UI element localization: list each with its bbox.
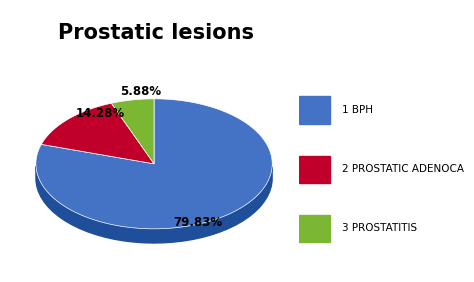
- Polygon shape: [36, 99, 272, 229]
- Text: 3 PROSTATITIS: 3 PROSTATITIS: [342, 223, 418, 233]
- Text: 5.88%: 5.88%: [120, 85, 161, 98]
- FancyBboxPatch shape: [299, 96, 330, 124]
- Polygon shape: [41, 103, 154, 164]
- Text: 14.28%: 14.28%: [76, 107, 125, 120]
- Text: 1 BPH: 1 BPH: [342, 105, 374, 115]
- Polygon shape: [36, 166, 272, 243]
- FancyBboxPatch shape: [299, 215, 330, 242]
- Polygon shape: [111, 99, 154, 164]
- FancyBboxPatch shape: [299, 156, 330, 183]
- Text: 2 PROSTATIC ADENOCA: 2 PROSTATIC ADENOCA: [342, 164, 465, 174]
- Text: 79.83%: 79.83%: [173, 216, 222, 229]
- Text: Prostatic lesions: Prostatic lesions: [58, 23, 255, 43]
